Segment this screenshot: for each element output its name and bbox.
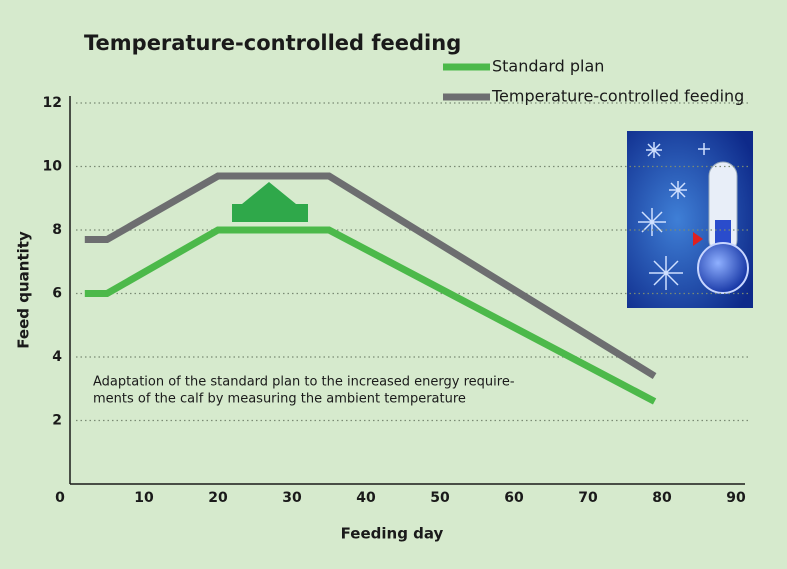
y-tick-label: 2 [52,413,62,429]
y-tick-label: 12 [43,95,62,111]
x-tick-label: 60 [504,490,524,506]
x-tick-label: 0 [55,490,65,506]
x-axis-label: Feeding day [341,525,444,543]
legend-label: Temperature-controlled feeding [491,87,744,106]
picture [627,131,753,308]
line [84,226,657,405]
y-tick-label: 4 [52,349,62,365]
chart-title: Temperature-controlled feeding [84,31,461,55]
y-tick-label: 8 [52,222,62,238]
y-axis-label: Feed quantity [15,231,33,349]
line [84,172,657,380]
up-arrow [232,182,308,222]
x-tick-label: 40 [356,490,376,506]
x-tick-label: 80 [652,490,672,506]
y-tick-label: 6 [52,286,62,302]
x-tick-label: 90 [726,490,746,506]
x-tick-label: 70 [578,490,598,506]
x-tick-label: 30 [282,490,302,506]
annotation: Adaptation of the standard plan to the i… [93,375,515,390]
legend-label: Standard plan [492,57,604,76]
x-tick-label: 50 [430,490,450,506]
x-tick-label: 20 [208,490,228,506]
annotation: ments of the calf by measuring the ambie… [93,392,466,407]
y-tick-label: 10 [43,159,63,175]
x-tick-label: 10 [134,490,154,506]
